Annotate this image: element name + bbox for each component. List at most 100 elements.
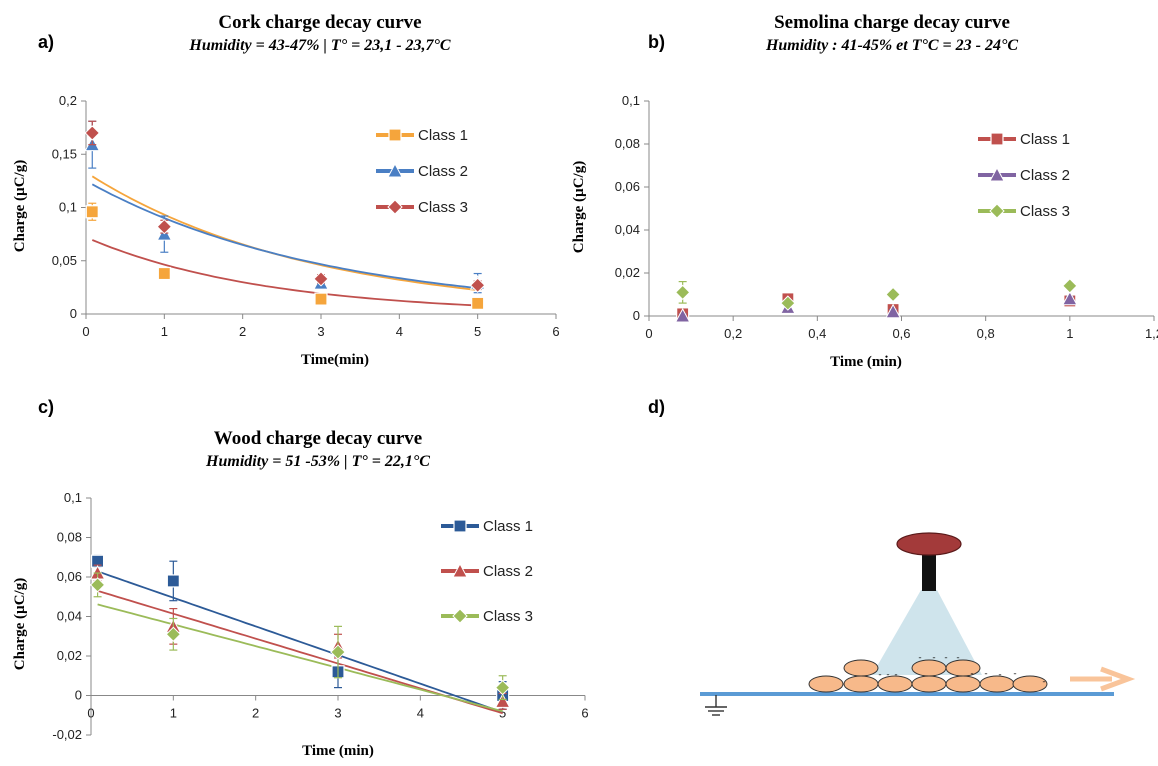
data-point	[494, 693, 511, 708]
y-tick-label: 0,06	[615, 179, 640, 194]
legend-entry: Class 2	[376, 162, 468, 180]
y-axis-label: Charge (µC/g)	[12, 578, 28, 670]
data-point	[165, 626, 182, 642]
x-tick-label: 0	[82, 324, 89, 339]
x-tick-label: 0,2	[724, 326, 742, 341]
y-tick-label: 0,02	[57, 648, 82, 663]
legend-entry: Class 1	[978, 131, 1070, 148]
chart-cork: Cork charge decay curve Humidity = 43-47…	[12, 12, 560, 368]
y-tick-label: 0,1	[59, 200, 77, 215]
particle	[1012, 675, 1048, 693]
particle	[911, 659, 947, 677]
x-axis-label: Time (min)	[302, 743, 374, 759]
x-tick-label: 2	[252, 706, 259, 721]
data-point	[494, 679, 511, 696]
legend-entry: Class 3	[376, 199, 468, 216]
charge-mark: -	[886, 670, 889, 680]
panel-label-c: c)	[38, 397, 54, 417]
particle	[843, 675, 879, 693]
y-axis-label: Charge (µC/g)	[12, 160, 28, 252]
x-tick-label: 0,6	[892, 326, 910, 341]
data-point	[471, 296, 485, 310]
x-tick-label: 3	[334, 706, 341, 721]
x-axis-label: Time(min)	[301, 352, 369, 368]
y-tick-label: 0,1	[622, 93, 640, 108]
x-tick-label: 4	[396, 324, 403, 339]
y-tick-label: 0,02	[615, 265, 640, 280]
data-point	[314, 292, 328, 306]
chart-title: Cork charge decay curve	[218, 12, 421, 33]
data-point	[674, 284, 691, 301]
chart-wood: Wood charge decay curve Humidity = 51 -5…	[12, 428, 589, 759]
legend-entry: Class 3	[978, 203, 1070, 220]
particle	[843, 659, 879, 677]
data-point	[885, 286, 901, 303]
x-tick-label: 4	[417, 706, 424, 721]
data-point	[885, 303, 901, 319]
x-tick-label: 1	[161, 324, 168, 339]
particle	[945, 675, 981, 693]
data-point	[156, 218, 173, 235]
trend-line	[91, 183, 478, 290]
data-point	[780, 295, 796, 311]
chart-title: Semolina charge decay curve	[774, 12, 1010, 33]
x-tick-label: 0	[87, 706, 94, 721]
legend-marker	[989, 166, 1005, 182]
setup-diagram: - - -- - - -- - - --	[700, 532, 1136, 716]
legend-label: Class 1	[1020, 131, 1070, 148]
legend-label: Class 1	[483, 518, 533, 535]
charge-mark: -	[970, 669, 973, 679]
chart-subtitle: Humidity : 41-45% et T°C = 23 - 24°C	[765, 37, 1018, 54]
legend-label: Class 3	[483, 608, 533, 625]
y-axis-label: Charge (µC/g)	[571, 161, 587, 253]
y-tick-label: 0	[70, 306, 77, 321]
field-cone	[872, 590, 982, 675]
charge-mark: -	[944, 653, 947, 663]
data-point	[313, 271, 329, 287]
legend-entry: Class 2	[978, 166, 1070, 184]
data-point	[89, 577, 106, 593]
panel-label-d: d)	[648, 397, 665, 417]
legend-marker	[453, 519, 467, 533]
charge-mark: -	[894, 670, 897, 680]
panel-label-b: b)	[648, 32, 665, 52]
legend-marker	[452, 608, 468, 624]
x-tick-label: 6	[552, 324, 559, 339]
legend-entry: Class 2	[441, 562, 533, 580]
legend-label: Class 3	[1020, 203, 1070, 220]
probe-head	[896, 532, 962, 556]
panel-label-a: a)	[38, 32, 54, 52]
legend-entry: Class 1	[441, 518, 533, 535]
data-point	[1061, 290, 1078, 306]
legend-label: Class 2	[418, 163, 468, 180]
charge-mark: -	[998, 670, 1001, 680]
ground-symbol	[705, 695, 727, 716]
legend-label: Class 2	[1020, 167, 1070, 184]
motion-arrow-head	[1100, 666, 1136, 692]
legend-marker	[452, 562, 468, 578]
chart-subtitle: Humidity = 51 -53% | T° = 22,1°C	[205, 453, 430, 470]
x-tick-label: 1,2	[1145, 326, 1158, 341]
chart-title: Wood charge decay curve	[214, 428, 422, 449]
y-tick-label: 0	[75, 688, 82, 703]
data-point	[674, 307, 691, 323]
charge-mark: -	[1013, 669, 1016, 679]
legend-entry: Class 1	[376, 127, 468, 144]
x-tick-label: 0	[645, 326, 652, 341]
data-point	[469, 277, 486, 293]
x-axis-label: Time (min)	[830, 354, 902, 370]
y-tick-label: 0,06	[57, 569, 82, 584]
y-tick-label: -0,02	[52, 727, 82, 742]
data-point	[84, 125, 100, 141]
x-tick-label: 2	[239, 324, 246, 339]
particle	[911, 675, 947, 693]
trend-line	[91, 175, 478, 291]
x-tick-label: 5	[474, 324, 481, 339]
legend-marker	[387, 199, 403, 215]
y-tick-label: 0,2	[59, 93, 77, 108]
x-tick-label: 6	[581, 706, 588, 721]
chart-semolina: Semolina charge decay curve Humidity : 4…	[571, 12, 1158, 370]
trend-line	[91, 239, 478, 307]
